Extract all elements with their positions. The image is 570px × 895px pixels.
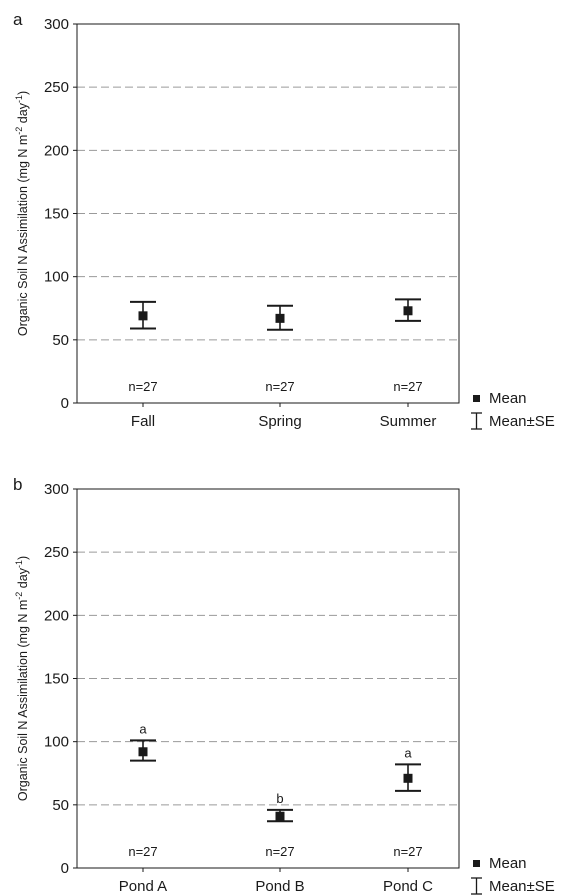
y-tick-label: 200 (44, 607, 69, 624)
y-tick-label: 150 (44, 206, 69, 223)
panel-letter: b (13, 475, 22, 494)
y-label-text: ) (16, 91, 30, 95)
y-label-superscript: -2 (14, 127, 24, 135)
significance-letter: a (139, 721, 147, 736)
y-label-text: ) (16, 556, 30, 560)
n-label: n=27 (265, 379, 294, 394)
chart-panel-b: b 0 50 100 150 200 250 300 Organic Soil N Assimi… (13, 475, 555, 895)
n-label: n=27 (393, 844, 422, 859)
y-tick-label: 100 (44, 269, 69, 286)
y-tick-label: 300 (44, 481, 69, 498)
legend-mean-label: Mean (489, 390, 527, 407)
y-label-text: day (16, 567, 30, 591)
y-label-text: Organic Soil N Assimilation (mg N m (16, 135, 30, 336)
y-label-superscript: -1 (14, 95, 24, 103)
significance-letter: a (404, 745, 412, 760)
mean-marker (275, 313, 285, 323)
legend-se-label: Mean±SE (489, 878, 555, 895)
y-axis-label: Organic Soil N Assimilation (mg N m-2 da… (14, 556, 30, 801)
mean-marker (138, 747, 148, 757)
y-tick-label: 0 (61, 860, 69, 877)
x-tick-label: Spring (258, 413, 301, 430)
x-tick-label: Pond C (383, 878, 433, 895)
n-label: n=27 (128, 379, 157, 394)
y-tick-label: 200 (44, 142, 69, 159)
y-label-text: Organic Soil N Assimilation (mg N m (16, 600, 30, 801)
legend-mean-marker (473, 395, 480, 402)
x-tick-label: Summer (380, 413, 437, 430)
y-tick-label: 250 (44, 544, 69, 561)
n-label: n=27 (128, 844, 157, 859)
chart-panel-a: a 0 50 100 150 200 250 300 Organic Soil N Assimi… (13, 10, 555, 430)
mean-marker (403, 306, 413, 316)
mean-marker (403, 773, 413, 783)
n-label: n=27 (265, 844, 294, 859)
y-label-text: day (16, 102, 30, 126)
y-label-superscript: -1 (14, 560, 24, 568)
y-tick-label: 150 (44, 671, 69, 688)
y-tick-label: 100 (44, 734, 69, 751)
mean-marker (275, 811, 285, 821)
y-tick-label: 50 (52, 332, 69, 349)
x-tick-label: Pond B (255, 878, 304, 895)
y-tick-label: 0 (61, 395, 69, 412)
legend-se-label: Mean±SE (489, 413, 555, 430)
legend-mean-marker (473, 860, 480, 867)
n-label: n=27 (393, 379, 422, 394)
panel-letter: a (13, 10, 23, 29)
y-tick-label: 50 (52, 797, 69, 814)
y-tick-label: 250 (44, 79, 69, 96)
legend-mean-label: Mean (489, 855, 527, 872)
y-tick-label: 300 (44, 16, 69, 33)
mean-marker (138, 311, 148, 321)
y-axis-label: Organic Soil N Assimilation (mg N m-2 da… (14, 91, 30, 336)
x-tick-label: Pond A (119, 878, 167, 895)
y-label-superscript: -2 (14, 592, 24, 600)
significance-letter: b (276, 791, 283, 806)
x-tick-label: Fall (131, 413, 155, 430)
